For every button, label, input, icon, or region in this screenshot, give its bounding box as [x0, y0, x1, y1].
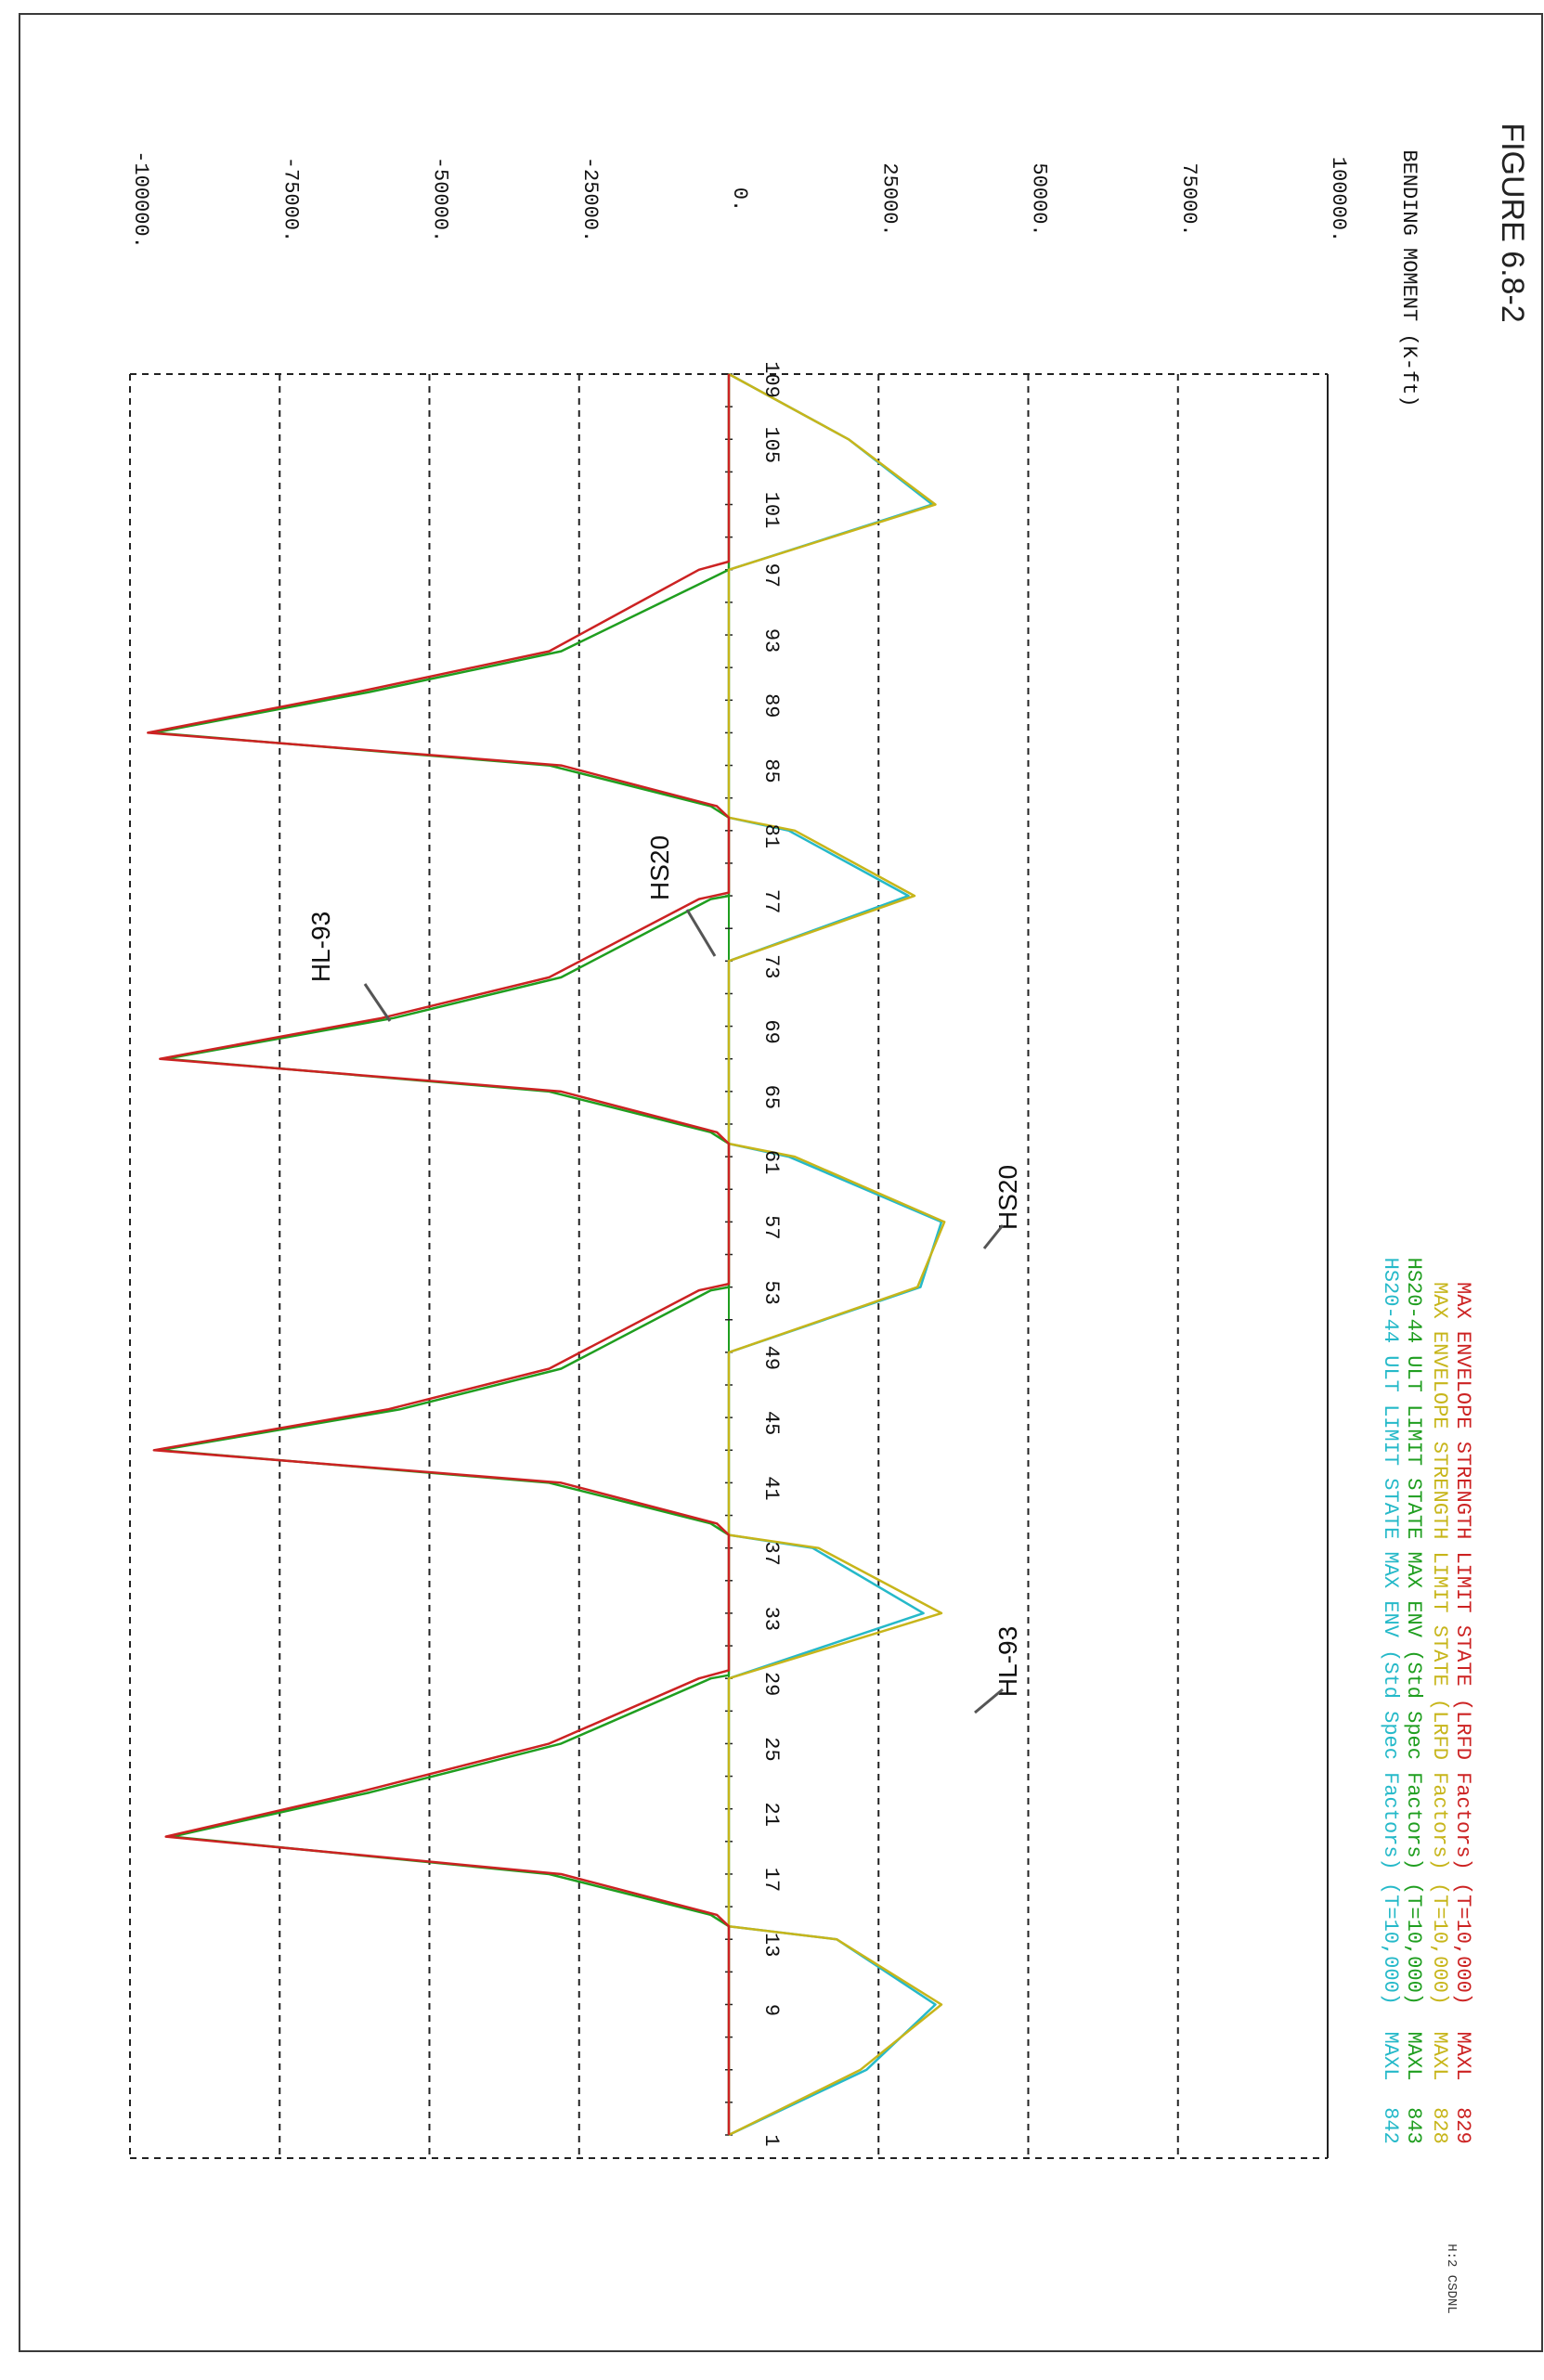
- series-layer: [147, 372, 946, 2137]
- legend-description: HS20-44 ULT LIMIT STATE MAX ENV (Std Spe…: [1402, 1258, 1425, 2005]
- y-tick-label: -50000.: [429, 157, 452, 242]
- node-label: 37: [759, 1541, 783, 1565]
- node-label: 41: [759, 1476, 783, 1500]
- callout-arrow-0: [363, 983, 392, 1022]
- y-tick-label: 25000.: [877, 162, 901, 236]
- legend-number: 829: [1451, 2107, 1474, 2144]
- legend-description: MAX ENVELOPE STRENGTH LIMIT STATE (LRFD …: [1451, 1282, 1474, 2005]
- series-line-829: [147, 374, 731, 2135]
- callout-arrow-3: [974, 1688, 1004, 1714]
- node-label: 9: [759, 2004, 783, 2016]
- y-axis-label: BENDING MOMENT (K-ft): [1397, 149, 1421, 407]
- node-label: 109: [759, 361, 783, 398]
- y-tick-label: -25000.: [578, 157, 602, 242]
- legend-number: 843: [1402, 2107, 1425, 2144]
- y-tick-label: 50000.: [1028, 162, 1051, 236]
- y-tick-label: 75000.: [1177, 162, 1200, 236]
- callout-2: HS20: [993, 1165, 1022, 1230]
- node-label: 97: [759, 563, 783, 588]
- legend-name: MAXL: [1402, 2032, 1425, 2081]
- y-tick-label: -75000.: [279, 157, 302, 242]
- node-label: 25: [759, 1737, 783, 1761]
- legend-layer: 842 MAXL HS20-44 ULT LIMIT STATE MAX ENV (…: [1379, 123, 1530, 2314]
- node-label: 69: [759, 1019, 783, 1043]
- callout-0: HL-93: [306, 912, 335, 982]
- node-label: 77: [759, 889, 783, 913]
- node-label: 81: [759, 824, 783, 848]
- node-label: 33: [759, 1607, 783, 1631]
- node-label: 49: [759, 1346, 783, 1370]
- y-tick-label: -100000.: [129, 150, 152, 249]
- node-label: 45: [759, 1411, 783, 1435]
- legend-description: MAX ENVELOPE STRENGTH LIMIT STATE (LRFD …: [1428, 1282, 1451, 2005]
- stamp-text: H:2 CSDNL: [1444, 2244, 1459, 2314]
- node-label: 21: [759, 1803, 783, 1827]
- node-label: 85: [759, 758, 783, 783]
- node-label: 105: [759, 426, 783, 463]
- series-line-828: [727, 372, 946, 2137]
- legend-name: MAXL: [1451, 2032, 1474, 2081]
- node-label: 93: [759, 628, 783, 653]
- node-label: 61: [759, 1150, 783, 1174]
- callout-1: HS20: [645, 835, 674, 900]
- y-tick-label: 100000.: [1327, 157, 1350, 242]
- node-label: 57: [759, 1215, 783, 1239]
- node-label: 53: [759, 1280, 783, 1304]
- node-label: 101: [759, 492, 783, 529]
- y-tick-label: 0.: [728, 188, 751, 212]
- label-layer: 1 9 13 17 21 25 29 33 37 41 45 49 53 57 61 65 69 73 77 81 85…: [306, 361, 1022, 2146]
- callout-arrow-1: [685, 909, 717, 957]
- node-label: 65: [759, 1085, 783, 1109]
- legend-number: 828: [1428, 2107, 1451, 2144]
- series-line-843: [152, 374, 731, 2135]
- figure-label: FIGURE 6.8-2: [1495, 123, 1530, 322]
- legend-name: MAXL: [1428, 2032, 1451, 2081]
- node-label: 1: [759, 2134, 783, 2146]
- node-label: 13: [759, 1933, 783, 1957]
- node-label: 29: [759, 1672, 783, 1696]
- legend-description: HS20-44 ULT LIMIT STATE MAX ENV (Std Spe…: [1379, 1258, 1402, 2005]
- legend-number: 842: [1379, 2107, 1402, 2144]
- callout-arrow-2: [982, 1224, 1005, 1249]
- node-label: 73: [759, 954, 783, 978]
- node-label: 89: [759, 693, 783, 718]
- callout-3: HL-93: [993, 1626, 1022, 1697]
- legend-name: MAXL: [1379, 2032, 1402, 2081]
- node-label: 17: [759, 1868, 783, 1892]
